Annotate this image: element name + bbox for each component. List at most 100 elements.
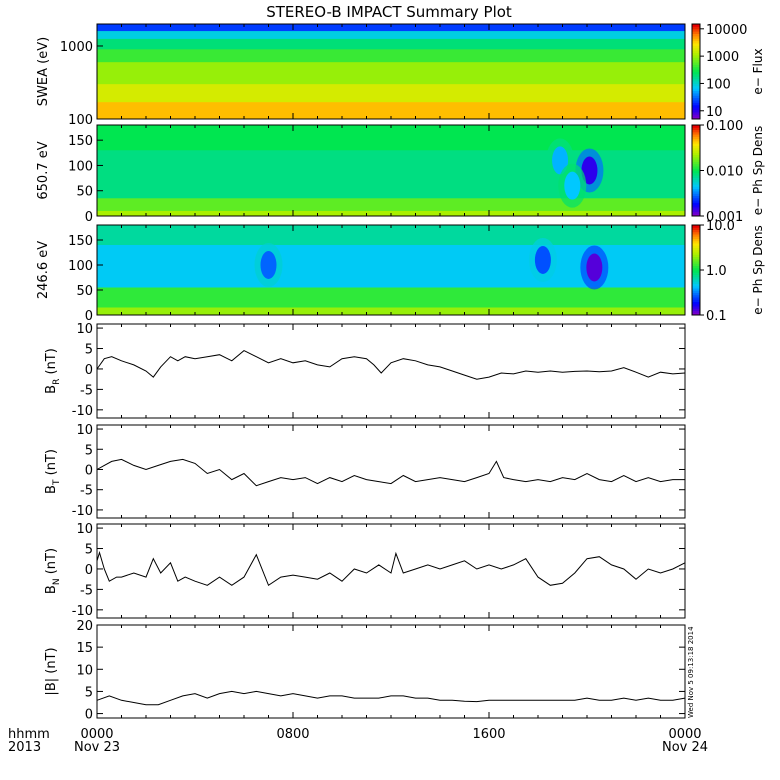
colorbar-pad_246: 0.1 1.0 10.0 e− Ph Sp Dens xyxy=(691,219,765,324)
plot-timestamp: Wed Nov 5 09:13:18 2014 xyxy=(687,626,695,718)
colorbar-step xyxy=(692,231,700,235)
colorbar-step xyxy=(692,243,700,246)
y-axis-label: |B| (nT) xyxy=(44,647,59,695)
y-tick-label: 0 xyxy=(85,210,93,225)
y-tick-label: -5 xyxy=(80,583,93,598)
y-tick-label: 10 xyxy=(76,322,93,337)
colorbar-step xyxy=(692,274,700,278)
colorbar-step xyxy=(692,200,700,203)
heatmap-feature xyxy=(581,156,598,185)
colorbar-step xyxy=(692,85,700,89)
y-tick-label: 0 xyxy=(85,363,93,378)
colorbar-step xyxy=(692,43,700,46)
colorbar-step xyxy=(692,35,700,39)
heatmap-band xyxy=(97,38,685,50)
colorbar-tick-label: 100 xyxy=(706,77,731,92)
y-tick-label: 5 xyxy=(85,685,93,700)
panel-frame xyxy=(96,624,686,719)
y-tick-label: 0 xyxy=(85,563,93,578)
colorbar-step xyxy=(692,81,700,84)
colorbar-step xyxy=(692,175,700,178)
colorbar-step xyxy=(692,140,700,144)
colorbar-step xyxy=(692,26,700,30)
x-tick-sublabel: Nov 24 xyxy=(662,740,708,755)
colorbar-step xyxy=(692,62,700,65)
y-tick-label: 15 xyxy=(76,641,93,656)
colorbar-step xyxy=(692,90,700,94)
y-tick-label: 100 xyxy=(68,259,93,274)
colorbar-step xyxy=(692,76,700,80)
colorbar-step xyxy=(692,181,700,185)
y-tick-label: 50 xyxy=(76,284,93,299)
colorbar-step xyxy=(692,213,700,217)
colorbar-tick-label: 10 xyxy=(706,105,723,120)
y-tick-label: 10 xyxy=(76,423,93,438)
colorbar-tick-label: 1.0 xyxy=(706,264,727,279)
colorbar-step xyxy=(692,172,700,176)
colorbar-step xyxy=(692,236,700,239)
colorbar-step xyxy=(692,297,700,300)
y-axis-label: BN (nT) xyxy=(44,548,62,594)
colorbar-step xyxy=(692,116,700,120)
colorbar-step xyxy=(692,159,700,162)
colorbar-tick-label: 10000 xyxy=(706,23,747,38)
heatmap-band xyxy=(97,198,685,212)
x-tick-label: 0800 xyxy=(276,727,309,742)
colorbar-step xyxy=(692,283,700,287)
colorbar-step xyxy=(692,306,700,309)
colorbar-step xyxy=(692,204,700,208)
colorbar-label: e− Ph Sp Dens xyxy=(751,126,765,215)
colorbar-step xyxy=(692,92,700,96)
y-tick-label: -10 xyxy=(72,504,93,519)
colorbar-swea: 10 100 1000 10000 e− Flux xyxy=(691,23,765,120)
y-tick-label: 10 xyxy=(76,663,93,678)
colorbar-step xyxy=(692,145,700,149)
panel-frame xyxy=(96,424,686,519)
heatmap-band xyxy=(97,84,685,103)
colorbar-step xyxy=(692,95,700,99)
colorbar-tick-label: 10.0 xyxy=(706,219,735,234)
heatmap-body xyxy=(97,24,685,119)
colorbar-step xyxy=(692,184,700,187)
colorbar-step xyxy=(692,168,700,171)
colorbar-step xyxy=(692,263,700,266)
colorbar-step xyxy=(692,249,700,253)
y-tick-label: -10 xyxy=(72,604,93,619)
colorbar-step xyxy=(692,73,700,77)
colorbar-step xyxy=(692,254,700,257)
y-tick-label: -5 xyxy=(80,383,93,398)
colorbar-step xyxy=(692,125,700,128)
y-tick-label: 100 xyxy=(68,159,93,174)
x-tick-label: 0000 xyxy=(80,727,113,742)
y-tick-label: -10 xyxy=(72,404,93,419)
colorbar-tick-label: 0.010 xyxy=(706,165,743,180)
colorbar-step xyxy=(692,256,700,260)
colorbar-step xyxy=(692,71,700,75)
y-tick-label: 0 xyxy=(85,708,93,723)
y-tick-label: 1000 xyxy=(60,40,93,55)
colorbar-step xyxy=(692,261,700,264)
colorbar-step xyxy=(692,299,700,302)
panel-br: -10 -5 0 5 10 BR (nT) xyxy=(44,322,686,419)
series-line xyxy=(96,550,686,587)
colorbar-step xyxy=(692,129,700,133)
colorbar-step xyxy=(692,285,700,289)
colorbar-step xyxy=(692,276,700,280)
heatmap-body xyxy=(97,225,685,315)
colorbar-step xyxy=(692,161,700,165)
colorbar-step xyxy=(692,281,700,284)
colorbar-step xyxy=(692,28,700,32)
panel-pad_246: 0.1 1.0 10.0 e− Ph Sp Dens 0 50 100 150 246.6 eV xyxy=(36,219,765,324)
colorbar-step xyxy=(692,50,700,53)
colorbar-step xyxy=(692,45,700,49)
colorbar-step xyxy=(692,247,700,251)
colorbar-step xyxy=(692,303,700,307)
heatmap-feature xyxy=(260,251,277,279)
panel-swea: 10 100 1000 10000 e− Flux 100 1000 SWEA (eV) xyxy=(36,23,765,128)
colorbar-step xyxy=(692,131,700,135)
y-axis-label: 246.6 eV xyxy=(36,241,51,299)
colorbar-step xyxy=(692,156,700,160)
heatmap-band xyxy=(97,24,685,32)
colorbar-step xyxy=(692,188,700,192)
